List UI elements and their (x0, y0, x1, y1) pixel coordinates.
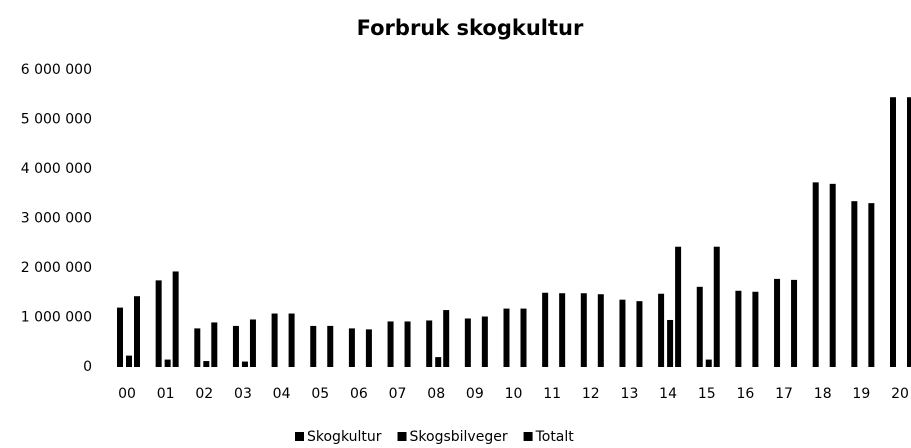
x-tick-label: 08 (427, 386, 445, 402)
x-tick-label: 19 (852, 386, 870, 402)
bar (851, 201, 858, 367)
bar (203, 361, 210, 367)
y-tick-label: 6 000 000 (21, 62, 92, 78)
bar (365, 329, 372, 367)
bar (443, 310, 450, 367)
bar (705, 359, 712, 367)
bar (155, 280, 162, 367)
x-tick-label: 07 (389, 386, 407, 402)
x-tick-label: 12 (582, 386, 600, 402)
bar (636, 301, 643, 367)
bar (890, 97, 896, 367)
bar (868, 203, 875, 367)
bar (194, 328, 201, 367)
x-tick-label: 05 (311, 386, 329, 402)
legend-swatch (523, 432, 533, 441)
y-tick-label: 3 000 000 (21, 211, 92, 227)
bar (503, 308, 510, 367)
y-tick-label: 4 000 000 (21, 161, 92, 177)
bar (117, 307, 123, 367)
x-tick-label: 13 (621, 386, 639, 402)
bar (713, 246, 720, 367)
bar (164, 359, 171, 367)
y-tick-label: 5 000 000 (21, 112, 92, 128)
bar (812, 182, 819, 367)
legend-label: Skogsbilveger (410, 429, 508, 445)
bar (580, 293, 587, 367)
bar (658, 293, 665, 367)
bar (172, 271, 179, 367)
x-tick-label: 10 (505, 386, 523, 402)
x-tick-label: 04 (273, 386, 291, 402)
bar (774, 278, 781, 367)
x-tick-label: 18 (814, 386, 832, 402)
x-tick-label: 20 (891, 386, 909, 402)
bar (619, 299, 626, 367)
bar (829, 183, 836, 367)
bar (675, 246, 682, 367)
x-tick-label: 06 (350, 386, 368, 402)
legend-label: Skogkultur (307, 429, 382, 445)
x-tick-label: 02 (195, 386, 213, 402)
bar (126, 355, 132, 367)
bar (667, 319, 674, 367)
bar (249, 319, 256, 367)
bar (426, 320, 433, 367)
legend-label: Totalt (535, 429, 575, 445)
legend-swatch (295, 432, 304, 441)
x-tick-label: 16 (736, 386, 754, 402)
bar (134, 296, 140, 367)
bar (271, 313, 278, 367)
bar (907, 97, 911, 367)
chart-title: Forbruk skogkultur (357, 16, 584, 40)
x-tick-label: 01 (157, 386, 175, 402)
bar (481, 316, 488, 367)
bar (752, 291, 759, 367)
bar (327, 325, 334, 367)
bar (387, 321, 394, 367)
y-tick-label: 0 (83, 359, 92, 375)
bar (241, 361, 248, 367)
bar (559, 293, 566, 367)
x-tick-label: 14 (659, 386, 677, 402)
x-tick-label: 11 (543, 386, 561, 402)
bar (791, 279, 798, 367)
bar (435, 357, 442, 367)
x-tick-label: 15 (698, 386, 716, 402)
x-tick-label: 03 (234, 386, 252, 402)
bar (348, 328, 355, 367)
legend-swatch (397, 432, 407, 441)
x-tick-label: 09 (466, 386, 484, 402)
bar (542, 292, 549, 367)
bar (232, 325, 239, 367)
x-tick-label: 00 (118, 386, 136, 402)
bar (404, 321, 411, 367)
x-tick-label: 17 (775, 386, 793, 402)
y-tick-label: 2 000 000 (21, 260, 92, 276)
bar (211, 322, 218, 367)
y-tick-label: 1 000 000 (21, 310, 92, 326)
bar (597, 294, 604, 367)
bar (735, 290, 742, 367)
bar (288, 313, 295, 367)
bar (464, 318, 471, 367)
bar (520, 308, 527, 367)
bar (696, 286, 703, 367)
bar (310, 325, 317, 367)
